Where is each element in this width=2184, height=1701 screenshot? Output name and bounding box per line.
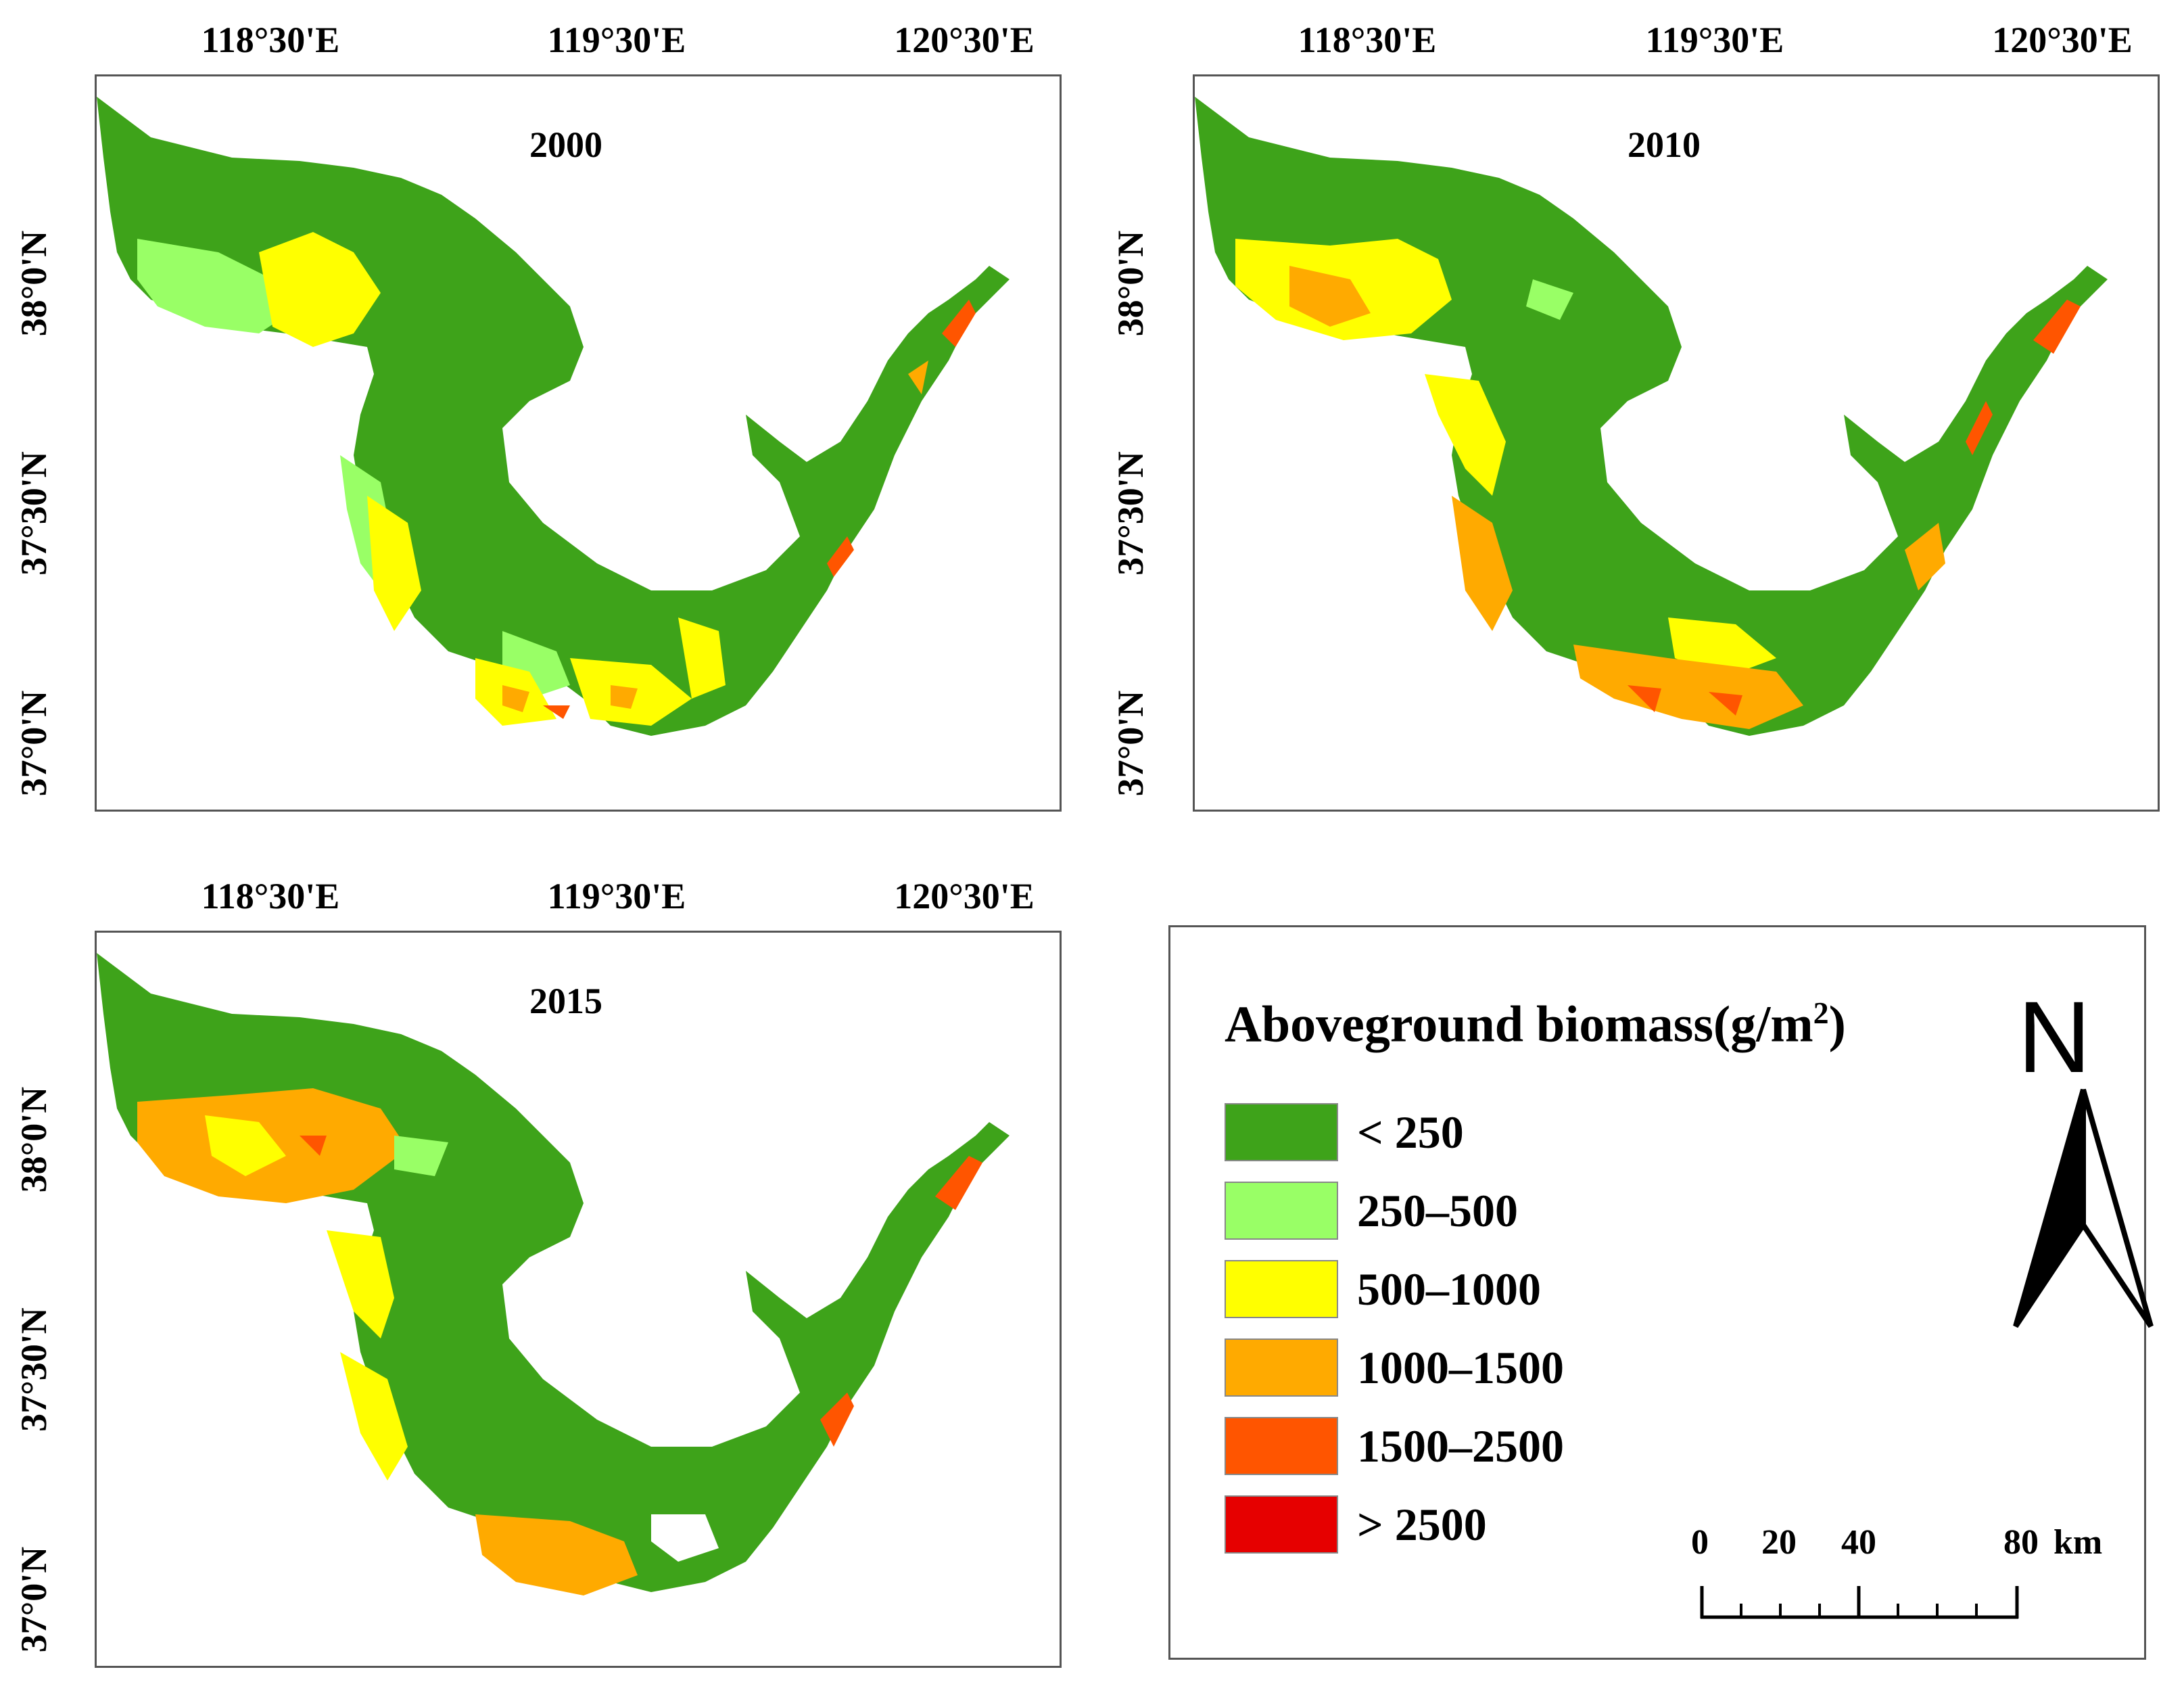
lon-label-1: 118°30'E: [201, 876, 340, 916]
patch-red-orange: [1628, 300, 2081, 716]
legend-item-gt2500: > 2500: [1225, 1495, 1698, 1554]
patch-white-gap: [651, 1514, 719, 1562]
legend-swatch: [1225, 1338, 1338, 1397]
patch-orange: [1289, 266, 1945, 729]
patch-red-orange: [543, 300, 976, 719]
patch-orange: [502, 360, 928, 712]
lon-label-3: 120°30'E: [894, 20, 1035, 60]
lat-label-2: 37°30'N: [14, 451, 54, 576]
lon-label-2: 119°30'E: [547, 20, 686, 60]
scale-label-0: 0: [1691, 1523, 1709, 1562]
legend-item-lt250: < 250: [1225, 1103, 1698, 1161]
patch-red-orange: [300, 1136, 982, 1447]
legend-swatch: [1225, 1260, 1338, 1318]
lat-label-1: 38°0'N: [14, 230, 54, 337]
legend-title-sup: 2: [1813, 996, 1829, 1030]
map-frame-2015: 2015: [95, 931, 1062, 1668]
lat-label-1: 38°0'N: [1110, 230, 1151, 337]
legend-item-1000-1500: 1000–1500: [1225, 1338, 1698, 1397]
legend-title: Aboveground biomass(g/m2): [1225, 995, 1846, 1054]
legend-swatch: [1225, 1495, 1338, 1554]
map-2010: [1195, 97, 2108, 736]
legend-label: 500–1000: [1357, 1263, 1541, 1315]
scale-label-20: 20: [1761, 1523, 1797, 1562]
legend-swatch: [1225, 1417, 1338, 1475]
lon-label-2: 119°30'E: [1645, 20, 1784, 60]
lon-label-3: 120°30'E: [894, 876, 1035, 916]
lon-label-1: 118°30'E: [201, 20, 340, 60]
patch-light-green: [1526, 279, 1573, 320]
year-label-2015: 2015: [529, 981, 602, 1021]
year-label-2010: 2010: [1628, 124, 1701, 165]
north-label: N: [2018, 980, 2091, 1094]
legend-swatch: [1225, 1103, 1338, 1161]
legend-item-250-500: 250–500: [1225, 1182, 1698, 1240]
coast-land: [97, 953, 1010, 1592]
north-arrow-icon: [2013, 1088, 2154, 1328]
lat-label-3: 37°0'N: [14, 690, 54, 797]
lat-label-2: 37°30'N: [14, 1307, 54, 1432]
map-2000: [97, 97, 1010, 736]
patch-yellow: [205, 1115, 408, 1481]
year-label-2000: 2000: [529, 124, 602, 165]
legend-label: < 250: [1357, 1106, 1464, 1158]
lat-label-1: 38°0'N: [14, 1086, 54, 1193]
patch-light-green: [394, 1136, 448, 1176]
lat-label-3: 37°0'N: [14, 1546, 54, 1653]
scale-unit: km: [2054, 1523, 2103, 1562]
scale-label-80: 80: [2003, 1523, 2039, 1562]
scale-label-40: 40: [1841, 1523, 1876, 1562]
legend-title-text: Aboveground biomass(g/m: [1225, 996, 1813, 1053]
coast-land: [1195, 97, 2108, 736]
lon-label-3: 120°30'E: [1992, 20, 2133, 60]
legend-label: 250–500: [1357, 1185, 1518, 1236]
map-2015: [97, 953, 1010, 1595]
legend-label: 1500–2500: [1357, 1420, 1564, 1472]
legend-item-500-1000: 500–1000: [1225, 1260, 1698, 1318]
scale-bar: [1700, 1586, 2019, 1619]
map-frame-2000: 2000: [95, 74, 1062, 812]
lon-label-2: 119°30'E: [547, 876, 686, 916]
legend-label: 1000–1500: [1357, 1342, 1564, 1393]
map-frame-2010: 2010: [1193, 74, 2160, 812]
legend-box: Aboveground biomass(g/m2) < 250 250–500 …: [1168, 925, 2154, 1660]
legend-title-end: ): [1828, 996, 1846, 1053]
legend-item-1500-2500: 1500–2500: [1225, 1417, 1698, 1475]
lat-label-2: 37°30'N: [1110, 451, 1151, 576]
coast-land: [97, 97, 1010, 736]
legend-label: > 2500: [1357, 1499, 1487, 1550]
lat-label-3: 37°0'N: [1110, 690, 1151, 797]
lon-label-1: 118°30'E: [1298, 20, 1437, 60]
legend-swatch: [1225, 1182, 1338, 1240]
